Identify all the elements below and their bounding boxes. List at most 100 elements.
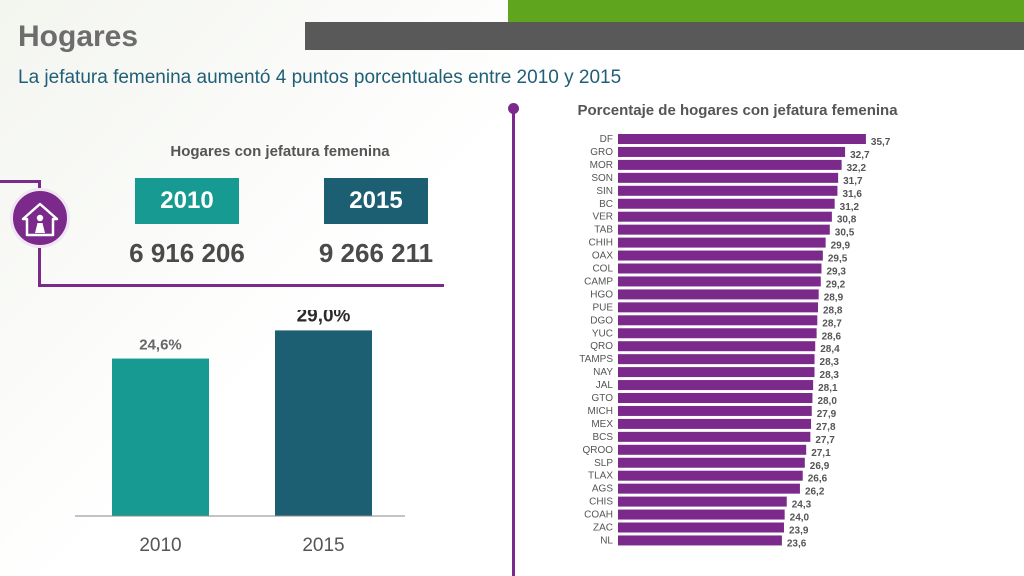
state-label: QROO <box>582 445 613 456</box>
state-bar <box>618 405 812 416</box>
state-label: TAB <box>594 225 613 236</box>
state-value-label: 28,3 <box>820 357 840 368</box>
year-label-2010: 2010 <box>135 178 239 224</box>
state-bar <box>618 237 826 248</box>
bar-2015 <box>275 330 372 516</box>
state-value-label: 26,9 <box>810 461 830 472</box>
year-bar-chart: 24,6% 2010 29,0% 2015 <box>70 305 410 560</box>
state-bar <box>618 354 815 365</box>
state-bar <box>618 263 822 274</box>
state-value-label: 30,8 <box>837 215 857 226</box>
page-title: Hogares <box>18 20 139 53</box>
state-label: CHIS <box>589 497 613 508</box>
state-bar <box>618 380 814 391</box>
state-value-label: 29,2 <box>826 279 846 290</box>
state-label: HGO <box>590 289 613 300</box>
state-value-label: 27,1 <box>811 448 831 459</box>
state-value-label: 28,3 <box>820 370 840 381</box>
state-label: MOR <box>590 160 613 171</box>
state-bar <box>618 457 805 468</box>
state-value-label: 28,4 <box>820 344 840 355</box>
state-label: NL <box>600 535 613 546</box>
house-woman-icon <box>10 188 70 248</box>
state-label: BCS <box>592 432 613 443</box>
state-bar <box>618 198 835 209</box>
state-value-label: 35,7 <box>871 137 891 148</box>
state-bar <box>618 276 821 287</box>
state-label: TLAX <box>588 471 613 482</box>
category-label-2015: 2015 <box>302 535 344 556</box>
state-label: ZAC <box>593 523 613 534</box>
state-value-label: 27,9 <box>817 409 837 420</box>
state-bar <box>618 522 784 533</box>
state-label: MEX <box>591 419 613 430</box>
state-value-label: 28,1 <box>818 383 838 394</box>
household-count-2015: 9 266 211 <box>318 238 434 268</box>
state-label: COL <box>592 264 613 275</box>
state-bar <box>618 470 803 481</box>
divider-dot <box>508 103 519 114</box>
state-value-label: 30,5 <box>835 228 855 239</box>
state-bar <box>618 535 782 546</box>
summary-title: Hogares con jefatura femenina <box>170 143 390 160</box>
state-bar <box>618 315 818 326</box>
state-bar <box>618 341 816 352</box>
state-bar <box>618 224 830 235</box>
state-label: NAY <box>593 367 613 378</box>
state-value-label: 23,9 <box>789 526 809 537</box>
data-label-2015: 29,0% <box>297 310 351 326</box>
state-label: CHIH <box>589 238 613 249</box>
state-value-label: 27,8 <box>816 422 836 433</box>
state-label: DF <box>600 134 613 145</box>
state-label: SIN <box>596 186 613 197</box>
state-value-label: 24,3 <box>792 500 812 511</box>
state-bar <box>618 367 815 378</box>
state-bar <box>618 289 819 300</box>
top-accent-gray <box>305 22 1024 50</box>
state-label: TAMPS <box>579 354 613 365</box>
state-value-label: 32,7 <box>850 150 870 161</box>
state-label: QRO <box>590 341 613 352</box>
state-value-label: 32,2 <box>847 163 867 174</box>
state-bar <box>618 418 812 429</box>
state-value-label: 28,9 <box>824 292 844 303</box>
state-bar <box>618 302 818 313</box>
state-label: SLP <box>594 458 613 469</box>
state-value-label: 28,0 <box>817 396 837 407</box>
state-bar <box>618 496 787 507</box>
state-value-label: 23,6 <box>787 538 807 549</box>
state-bar <box>618 431 811 442</box>
state-label: PUE <box>592 302 613 313</box>
state-label: YUC <box>592 328 613 339</box>
state-value-label: 27,7 <box>815 435 835 446</box>
state-bar <box>618 393 813 403</box>
state-value-label: 28,6 <box>822 331 842 342</box>
state-label: MICH <box>587 406 613 417</box>
state-value-label: 29,5 <box>828 254 848 265</box>
state-label: SON <box>591 173 613 184</box>
frame-line <box>0 180 40 183</box>
state-bar <box>618 328 817 339</box>
state-value-label: 24,0 <box>790 513 810 524</box>
state-bar <box>618 146 846 157</box>
state-label: DGO <box>590 315 613 326</box>
state-value-label: 31,6 <box>842 189 862 200</box>
state-label: COAH <box>584 510 613 521</box>
frame-line <box>38 284 444 287</box>
page-subtitle: La jefatura femenina aumentó 4 puntos po… <box>18 67 622 88</box>
state-label: GRO <box>590 147 613 158</box>
state-chart-title: Porcentaje de hogares con jefatura femen… <box>577 102 898 119</box>
year-label-2015: 2015 <box>324 178 428 224</box>
state-bar <box>618 509 785 520</box>
divider-line <box>512 108 515 576</box>
state-value-label: 26,2 <box>805 487 825 498</box>
state-value-label: 31,2 <box>840 202 860 213</box>
state-value-label: 28,8 <box>823 305 843 316</box>
top-accent-green <box>508 0 1024 22</box>
state-bar <box>618 172 839 183</box>
bar-2010 <box>112 358 209 516</box>
state-bar <box>618 185 838 196</box>
data-label-2010: 24,6% <box>139 337 182 354</box>
state-label: GTO <box>592 393 614 404</box>
state-label: CAMP <box>584 276 613 287</box>
